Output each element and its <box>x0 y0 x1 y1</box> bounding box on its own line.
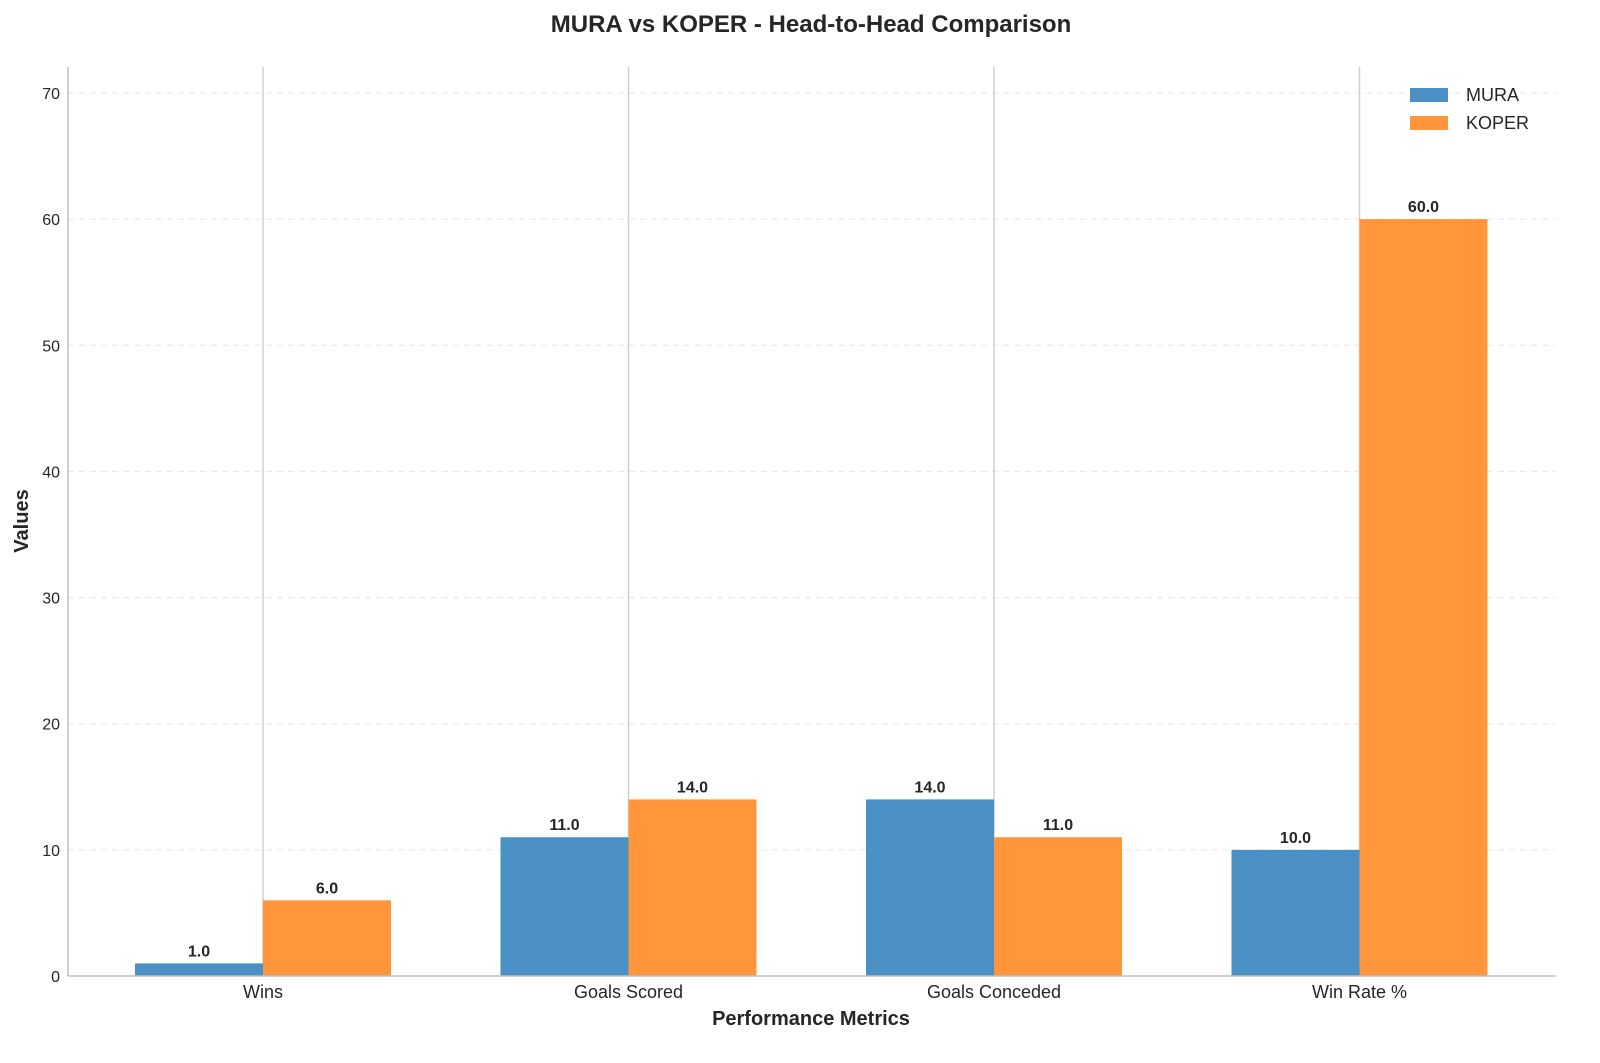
bar-koper-goals-scored <box>628 799 757 976</box>
legend: MURA KOPER <box>1410 85 1529 133</box>
bar-koper-goals-conceded <box>994 837 1122 976</box>
bar-mura-win-rate <box>1231 849 1360 976</box>
legend-swatch-koper <box>1410 116 1448 130</box>
x-tick-label: Wins <box>243 982 283 1002</box>
bars <box>135 219 1488 977</box>
data-labels: 1.0 6.0 11.0 14.0 14.0 11.0 10.0 60.0 <box>188 199 1439 960</box>
y-tick-label: 30 <box>42 591 60 608</box>
bar-mura-goals-conceded <box>866 799 994 976</box>
y-tick-label: 10 <box>42 843 60 860</box>
data-label: 14.0 <box>677 779 708 796</box>
data-label: 6.0 <box>316 880 338 897</box>
bar-mura-goals-scored <box>500 837 629 976</box>
y-tick-label: 20 <box>42 717 60 734</box>
legend-swatch-mura <box>1410 88 1448 102</box>
y-tick-label: 40 <box>42 464 60 481</box>
axes <box>67 67 1556 977</box>
x-axis-title: Performance Metrics <box>712 1008 910 1030</box>
x-tick-label: Goals Conceded <box>927 982 1061 1002</box>
y-tick-label: 60 <box>42 212 60 229</box>
bar-mura-wins <box>135 963 263 976</box>
x-tick-labels: Wins Goals Scored Goals Conceded Win Rate % <box>243 982 1407 1002</box>
data-label: 60.0 <box>1408 199 1439 216</box>
y-tick-label: 50 <box>42 338 60 355</box>
legend-label-koper: KOPER <box>1466 113 1529 133</box>
y-tick-label: 0 <box>51 969 60 986</box>
data-label: 11.0 <box>1043 817 1073 834</box>
gridlines <box>68 92 1556 851</box>
legend-label-mura: MURA <box>1466 85 1519 105</box>
data-label: 11.0 <box>549 817 579 834</box>
category-lines <box>262 67 1361 976</box>
y-tick-labels: 0 10 20 30 40 50 60 70 <box>42 86 60 986</box>
x-tick-label: Goals Scored <box>574 982 683 1002</box>
data-label: 14.0 <box>914 779 945 796</box>
x-tick-label: Win Rate % <box>1312 982 1407 1002</box>
y-tick-label: 70 <box>42 86 60 103</box>
bar-koper-wins <box>263 900 391 976</box>
chart-title: MURA vs KOPER - Head-to-Head Comparison <box>551 11 1072 38</box>
data-label: 10.0 <box>1280 830 1311 847</box>
y-axis-title: Values <box>11 489 33 552</box>
bar-koper-win-rate <box>1359 219 1488 977</box>
data-label: 1.0 <box>188 943 210 960</box>
